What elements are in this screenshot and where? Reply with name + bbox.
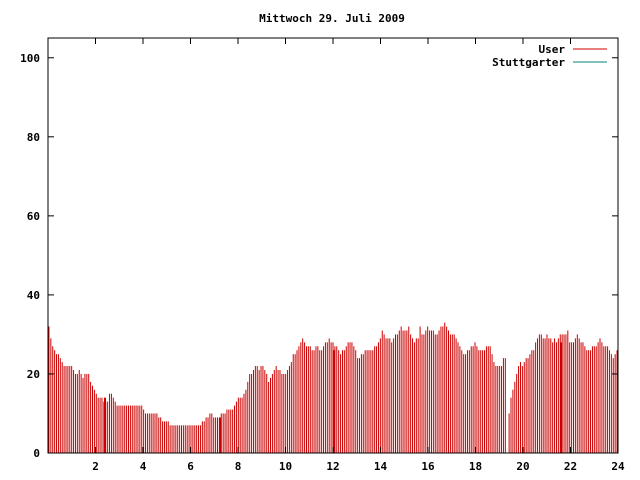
x-tick-label: 6 xyxy=(187,460,194,473)
x-tick-label: 10 xyxy=(279,460,292,473)
x-tick-label: 14 xyxy=(374,460,388,473)
y-tick-label: 60 xyxy=(27,210,40,223)
y-tick-label: 40 xyxy=(27,289,40,302)
x-tick-label: 20 xyxy=(516,460,529,473)
y-tick-label: 0 xyxy=(33,447,40,460)
legend-label: Stuttgarter xyxy=(492,56,565,69)
x-tick-label: 24 xyxy=(611,460,625,473)
y-tick-label: 100 xyxy=(20,52,40,65)
x-tick-label: 8 xyxy=(235,460,242,473)
x-tick-label: 18 xyxy=(469,460,482,473)
bar-series-user xyxy=(48,322,618,453)
x-tick-label: 2 xyxy=(92,460,99,473)
x-tick-label: 12 xyxy=(326,460,339,473)
x-tick-label: 22 xyxy=(564,460,577,473)
x-tick-label: 16 xyxy=(421,460,435,473)
x-tick-label: 4 xyxy=(140,460,147,473)
y-tick-label: 20 xyxy=(27,368,40,381)
legend-label: User xyxy=(539,43,566,56)
y-tick-label: 80 xyxy=(27,131,40,144)
chart-title: Mittwoch 29. Juli 2009 xyxy=(259,12,405,25)
